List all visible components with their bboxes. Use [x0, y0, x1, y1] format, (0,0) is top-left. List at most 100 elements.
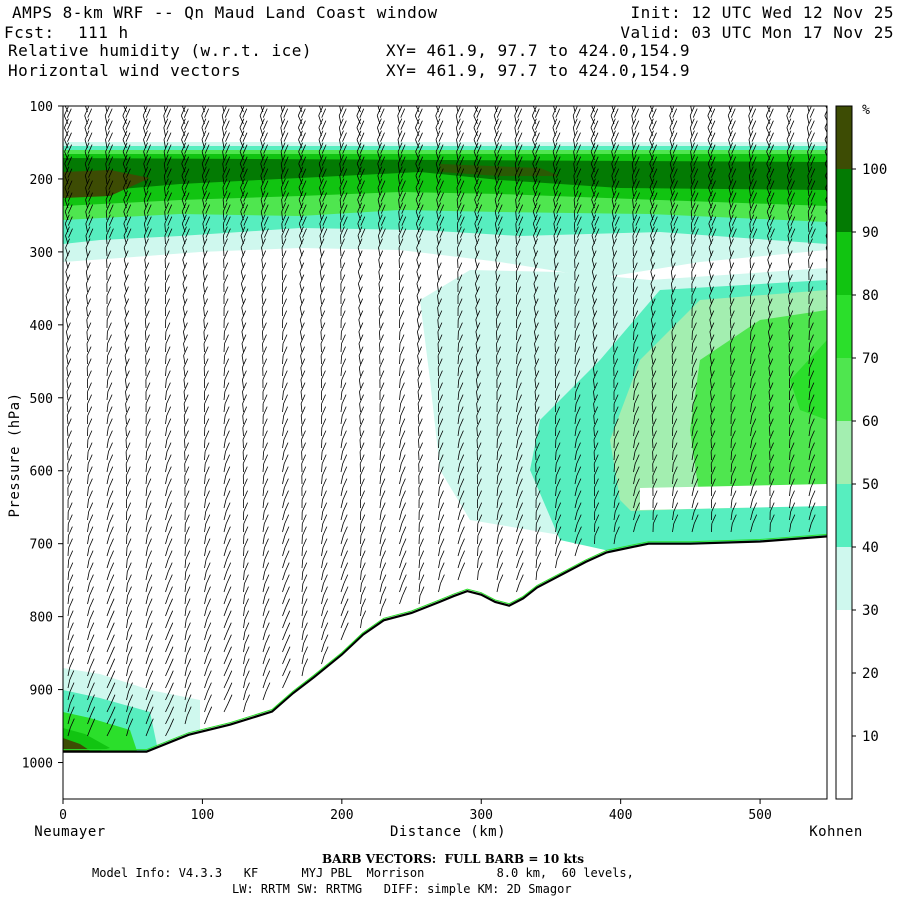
wind-barb-flag — [89, 574, 94, 584]
wind-barb-flag — [356, 154, 362, 164]
wind-barb-shaft — [282, 655, 287, 665]
wind-barb-flag — [476, 108, 482, 118]
wind-barb-flag — [398, 226, 404, 236]
wind-barb-flag — [693, 502, 699, 512]
wind-barb-flag — [163, 154, 169, 164]
wind-barb-flag — [458, 418, 464, 428]
wind-barb-flag — [122, 154, 128, 164]
wind-barb-shaft — [340, 559, 344, 569]
wind-barb-shaft — [87, 595, 90, 605]
wind-barb-flag — [165, 346, 171, 356]
wind-barb-shaft — [438, 451, 440, 461]
wind-barb-shaft — [514, 127, 517, 137]
wind-barb-shaft — [281, 235, 283, 245]
wind-barb-flag — [518, 97, 522, 106]
wind-barb-flag — [692, 346, 697, 356]
wind-barb-shaft — [301, 619, 304, 629]
wind-barb-shaft — [204, 571, 207, 581]
wind-barb-flag — [380, 430, 385, 440]
wind-barb-flag — [108, 442, 113, 452]
wind-barb-flag — [477, 562, 483, 572]
wind-barb-flag — [185, 562, 191, 572]
wind-barb-shaft — [379, 487, 382, 497]
wind-barb-shaft — [690, 211, 693, 221]
wind-barb-shaft — [457, 355, 459, 365]
wind-barb-flag — [166, 132, 172, 142]
wind-barb-flag — [730, 382, 736, 392]
wind-barb-shaft — [532, 151, 537, 161]
wind-barb-flag — [67, 216, 73, 226]
wind-barb-flag — [87, 120, 93, 130]
wind-barb-flag — [240, 202, 246, 212]
wind-barb-flag — [418, 430, 423, 440]
wind-barb-flag — [496, 108, 502, 118]
wind-barb-shaft — [730, 511, 733, 521]
wind-barb-shaft — [106, 391, 109, 401]
wind-barb-flag — [107, 418, 113, 428]
wind-barb-shaft — [613, 331, 615, 341]
wind-barb-flag — [298, 118, 303, 128]
wind-barb-flag — [145, 418, 151, 428]
wind-barb-flag — [223, 274, 229, 284]
wind-barb-shaft — [690, 151, 693, 161]
wind-barb-flag — [671, 346, 677, 356]
wind-barb-flag — [556, 502, 562, 512]
wind-barb-shaft — [631, 163, 634, 173]
wind-barb-shaft — [165, 451, 168, 461]
wind-barb-shaft — [165, 607, 169, 617]
wind-barb-shaft — [165, 367, 167, 377]
wind-barb-shaft — [67, 559, 70, 569]
wind-barb-flag — [749, 202, 755, 212]
wind-barb-flag — [299, 226, 304, 236]
wind-barb-shaft — [282, 619, 287, 629]
wind-barb-flag — [765, 106, 771, 116]
wind-barb-shaft — [282, 451, 285, 461]
wind-barb-shaft — [282, 439, 285, 449]
wind-barb-flag — [825, 166, 827, 176]
wind-barb-flag — [261, 250, 267, 260]
wind-barb-flag — [650, 238, 655, 248]
wind-barb-flag — [147, 574, 153, 584]
wind-barb-shaft — [574, 463, 578, 473]
wind-barb-shaft — [473, 115, 478, 125]
wind-barb-flag — [301, 204, 307, 214]
wind-barb-flag — [496, 346, 501, 356]
wind-barb-shaft — [633, 463, 636, 473]
wind-barb-flag — [163, 130, 169, 140]
wind-barb-shaft — [672, 463, 674, 473]
wind-barb-shaft — [787, 187, 790, 197]
wind-barb-flag — [126, 228, 132, 238]
wind-barb-shaft — [321, 571, 324, 581]
wind-barb-shaft — [282, 583, 286, 593]
wind-barb-flag — [574, 250, 579, 260]
wind-barb-shaft — [356, 115, 361, 125]
wind-barb-flag — [494, 178, 500, 188]
wind-barb-shaft — [105, 187, 108, 197]
wind-barb-shaft — [184, 595, 187, 605]
wind-barb-flag — [575, 346, 580, 356]
wind-barb-flag — [106, 262, 112, 272]
wind-barb-flag — [244, 658, 250, 668]
wind-barb-shaft — [750, 463, 753, 473]
wind-barb-shaft — [767, 271, 771, 281]
wind-barb-flag — [670, 214, 676, 224]
wind-barb-shaft — [126, 691, 129, 701]
wind-barb-flag — [810, 454, 816, 464]
wind-barb-flag — [807, 130, 812, 140]
wind-barb-shaft — [808, 391, 811, 401]
wind-barb-flag — [109, 610, 115, 620]
wind-barb-shaft — [398, 211, 400, 221]
wind-barb-shaft — [417, 415, 420, 425]
wind-barb-flag — [748, 166, 754, 176]
wind-barb-flag — [264, 526, 269, 536]
wind-barb-shaft — [145, 715, 150, 725]
wind-barb-flag — [260, 202, 266, 212]
wind-barb-flag — [86, 334, 92, 344]
wind-barb-shaft — [282, 631, 287, 641]
wind-barb-shaft — [319, 211, 322, 221]
wind-barb-shaft — [416, 307, 420, 317]
wind-barb-flag — [532, 95, 536, 104]
wind-barb-flag — [576, 502, 582, 512]
wind-barb-flag — [242, 382, 247, 392]
wind-barb-shaft — [164, 235, 166, 245]
